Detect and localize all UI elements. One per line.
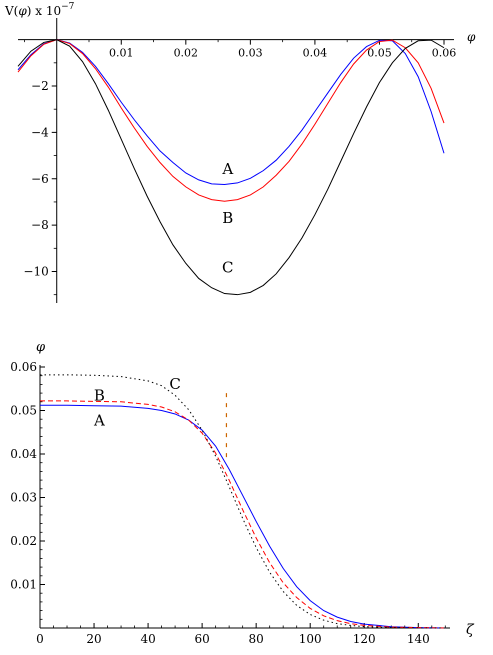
- profile-plot: 0 20 40 60 80 100 120 140 0.01 0.02 0.03 0.04 0.05 0.…: [10, 340, 475, 646]
- y-tick-label: 0.06: [10, 360, 37, 374]
- curve-label-a: A: [93, 412, 105, 430]
- y-tick-label: −10: [23, 264, 48, 278]
- y-label-exponent: −7: [61, 2, 75, 12]
- series-a-line: [40, 404, 446, 629]
- y-tick-label: 0.05: [10, 404, 37, 418]
- x-tick-label: 0.03: [238, 47, 263, 60]
- x-tick-label: 0.02: [174, 47, 199, 60]
- x-tick-label: 0.04: [303, 47, 328, 60]
- x-tick-label: 40: [140, 632, 155, 646]
- y-tick-label: 0.03: [10, 491, 37, 505]
- x-axis-label: φ: [467, 30, 476, 44]
- x-tick-label: 0.05: [367, 47, 392, 60]
- x-tick-label: 140: [407, 632, 430, 646]
- x-tick-label: 0.01: [109, 47, 134, 60]
- series-b-line: [40, 400, 446, 629]
- y-axis-label: φ: [36, 340, 46, 355]
- x-axis-label: ζ: [466, 622, 475, 638]
- x-tick-label: 80: [249, 632, 264, 646]
- y-tick-label: −4: [31, 125, 49, 139]
- y-label-suffix: ) x 10: [27, 4, 61, 18]
- x-tick-label: 100: [299, 632, 322, 646]
- y-axis-label: V(φ) x 10−7: [4, 2, 75, 18]
- x-tick-label: 0: [36, 632, 44, 646]
- x-tick-label: 120: [353, 632, 376, 646]
- y-tick-label: 0.04: [10, 447, 37, 461]
- curve-label-c: C: [222, 259, 233, 277]
- curve-label-a: A: [221, 160, 233, 178]
- x-tick-label: 60: [194, 632, 209, 646]
- x-tick-label: 20: [86, 632, 101, 646]
- series-b-line: [17, 39, 445, 202]
- potential-plot: 0.01 0.02 0.03 0.04 0.05 0.06−2−4−6−8−10V(φ) …: [4, 2, 476, 303]
- y-tick-label: 0.01: [10, 578, 37, 592]
- series-c-line: [17, 39, 445, 296]
- y-tick-label: −2: [31, 79, 49, 93]
- x-tick-label: 0.06: [432, 47, 457, 60]
- curve-label-c: C: [169, 375, 180, 393]
- series-c-line: [40, 374, 446, 629]
- y-label-symbol: φ: [18, 4, 27, 18]
- series-a-line: [17, 39, 445, 186]
- y-label-prefix: V(: [4, 4, 18, 18]
- y-tick-label: −8: [31, 218, 49, 232]
- y-tick-label: 0.02: [10, 534, 37, 548]
- y-tick-label: −6: [31, 172, 49, 186]
- curve-label-b: B: [94, 386, 105, 404]
- curve-label-b: B: [222, 209, 233, 227]
